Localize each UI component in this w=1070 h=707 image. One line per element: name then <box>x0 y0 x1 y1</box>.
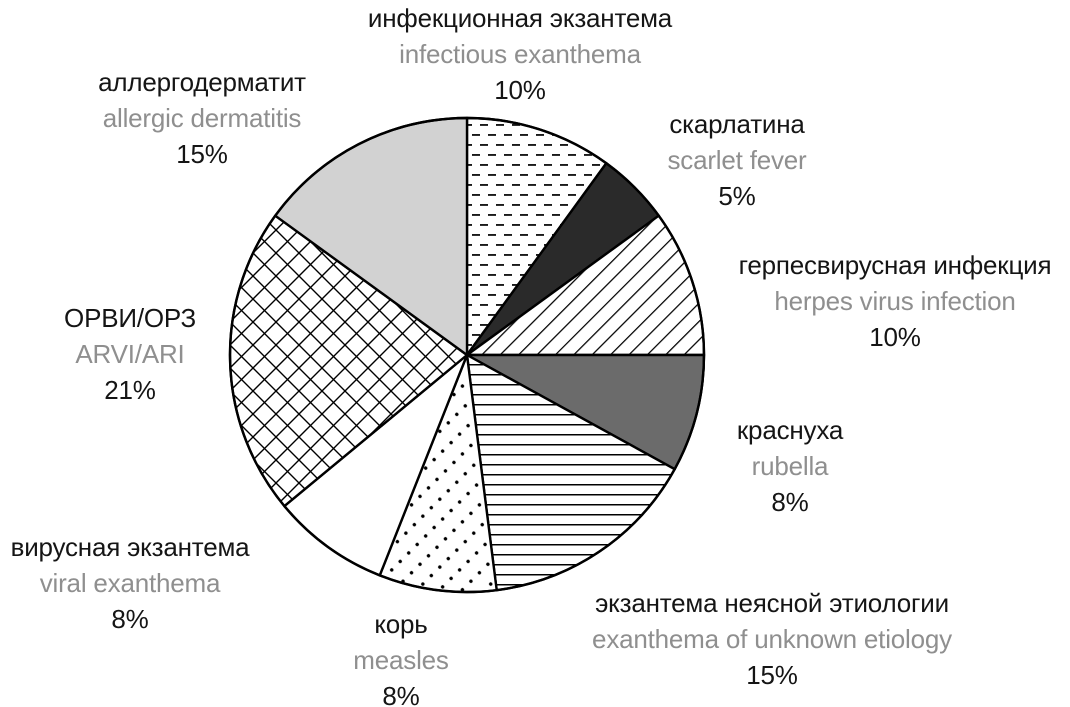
slice-label-exanthema-of-unknown-etiology: экзантема неясной этиологии exanthema of … <box>592 585 952 693</box>
slice-label-en: scarlet fever <box>667 145 807 175</box>
slice-label-en: infectious exanthema <box>399 39 641 69</box>
slice-label-rubella: краснуха rubella 8% <box>737 412 843 520</box>
slice-label-infectious-exanthema: инфекционная экзантема infectious exanthe… <box>368 0 672 108</box>
slice-label-pct: 10% <box>869 322 921 352</box>
slice-label-ru: корь <box>374 609 428 639</box>
slice-label-scarlet-fever: скарлатина scarlet fever 5% <box>667 106 806 214</box>
slice-label-en: ARVI/ARI <box>75 339 185 369</box>
slice-label-pct: 15% <box>746 660 798 690</box>
slice-label-ru: герпесвирусная инфекция <box>738 250 1052 280</box>
slice-label-en: measles <box>353 645 449 675</box>
slice-label-pct: 8% <box>111 604 149 634</box>
pie-outline <box>228 116 706 594</box>
slice-label-allergic-dermatitis: аллергодерматит allergic dermatitis 15% <box>98 64 306 172</box>
slice-label-pct: 15% <box>176 139 228 169</box>
slice-label-pct: 5% <box>718 181 756 211</box>
slice-label-ru: аллергодерматит <box>98 67 306 97</box>
slice-label-en: allergic dermatitis <box>102 103 302 133</box>
slice-label-ru: скарлатина <box>669 109 805 139</box>
slice-label-ru: экзантема неясной этиологии <box>595 588 949 618</box>
slice-label-ru: инфекционная экзантема <box>367 3 673 33</box>
slice-label-pct: 21% <box>104 375 156 405</box>
slice-label-en: exanthema of unknown etiology <box>592 624 952 654</box>
slice-label-pct: 10% <box>494 75 546 105</box>
slice-label-herpes-virus-infection: герпесвирусная инфекция herpes virus infe… <box>739 247 1052 355</box>
slice-label-en: herpes virus infection <box>774 286 1016 316</box>
slice-label-pct: 8% <box>771 487 809 517</box>
slice-label-arvi-ari: ОРВИ/ОРЗ ARVI/ARI 21% <box>64 300 196 408</box>
pie-slices-group <box>228 116 706 594</box>
slice-label-ru: ОРВИ/ОРЗ <box>64 303 196 333</box>
slice-label-en: viral exanthema <box>39 568 221 598</box>
slice-label-measles: корь measles 8% <box>353 606 449 707</box>
slice-label-ru: краснуха <box>736 415 844 445</box>
slice-label-viral-exanthema: вирусная экзантема viral exanthema 8% <box>11 529 250 637</box>
slice-label-ru: вирусная экзантема <box>10 532 250 562</box>
slice-label-pct: 8% <box>382 681 420 707</box>
slice-label-en: rubella <box>751 451 829 481</box>
